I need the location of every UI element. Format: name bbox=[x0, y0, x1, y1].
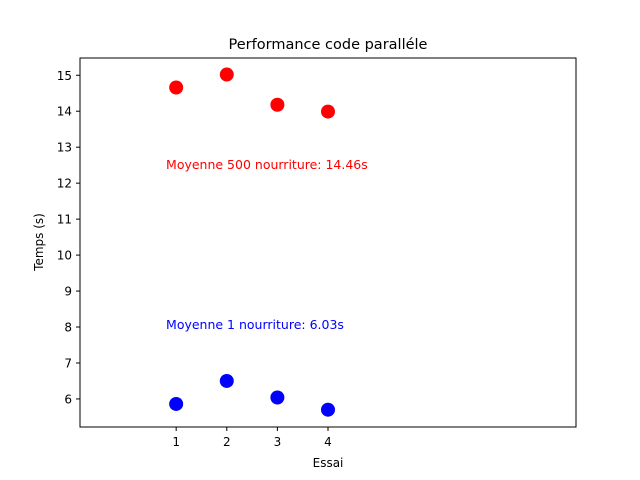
x-axis-label: Essai bbox=[313, 456, 344, 470]
x-tick-label: 3 bbox=[274, 435, 282, 449]
y-tick-label: 6 bbox=[64, 392, 72, 406]
annotation-text: Moyenne 500 nourriture: 14.46s bbox=[166, 157, 368, 172]
x-tick-label: 4 bbox=[324, 435, 332, 449]
data-point bbox=[270, 97, 285, 112]
x-tick-label: 2 bbox=[223, 435, 231, 449]
x-axis-ticks: 1 2 3 4 bbox=[172, 427, 332, 449]
chart-title: Performance code paralléle bbox=[229, 37, 428, 53]
y-tick-label: 9 bbox=[64, 285, 72, 299]
y-tick-label: 13 bbox=[57, 141, 72, 155]
data-point bbox=[321, 402, 335, 417]
y-axis-label: Temps (s) bbox=[32, 213, 46, 272]
plot-area bbox=[79, 57, 577, 428]
data-point bbox=[169, 80, 184, 95]
data-point bbox=[169, 396, 184, 411]
data-points bbox=[169, 67, 335, 417]
y-tick-label: 15 bbox=[57, 69, 72, 83]
y-tick-label: 8 bbox=[64, 321, 72, 335]
y-tick-label: 7 bbox=[64, 356, 72, 370]
y-tick-label: 11 bbox=[57, 213, 72, 227]
data-point bbox=[219, 67, 234, 82]
annotations: Moyenne 500 nourriture: 14.46s Moyenne 1 … bbox=[166, 157, 368, 332]
data-point bbox=[219, 373, 234, 388]
y-tick-label: 10 bbox=[57, 249, 72, 263]
x-tick-label: 1 bbox=[172, 435, 180, 449]
annotation-text: Moyenne 1 nourriture: 6.03s bbox=[166, 317, 344, 332]
y-tick-label: 14 bbox=[57, 105, 72, 119]
data-point bbox=[270, 390, 285, 405]
data-point bbox=[321, 104, 335, 119]
y-axis-ticks: 6 7 8 9 10 11 12 13 14 15 bbox=[57, 69, 80, 406]
y-tick-label: 12 bbox=[57, 177, 72, 191]
